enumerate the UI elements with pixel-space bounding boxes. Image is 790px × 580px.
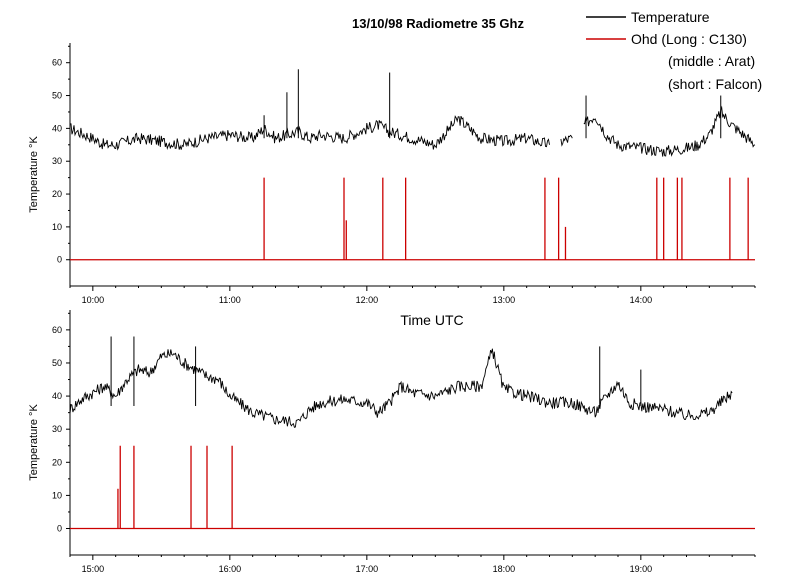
y-tick-label: 30 — [52, 156, 62, 166]
x-tick-label: 15:00 — [82, 564, 105, 574]
y-tick-label: 40 — [52, 391, 62, 401]
y-tick-label: 50 — [52, 358, 62, 368]
top-panel: 0 10 20 30 40 50 60 10:00 11:00 12:00 13:00 14:00 Te… — [28, 43, 756, 305]
x-axis-label: Time UTC — [400, 312, 463, 328]
y-tick-label: 0 — [57, 255, 62, 265]
legend-middle-label: (middle : Arat) — [668, 53, 755, 69]
temperature-series-line — [583, 105, 756, 157]
bottom-panel: 0 10 20 30 40 50 60 15:00 16:00 17:00 18:00 19:00 Te… — [28, 310, 756, 574]
legend-ohd-label: Ohd (Long : C130) — [631, 31, 747, 47]
legend-temperature-label: Temperature — [631, 9, 710, 25]
y-tick-label: 0 — [57, 524, 62, 534]
chart-title: 13/10/98 Radiometre 35 Ghz — [352, 16, 524, 31]
x-tick-label: 19:00 — [630, 564, 653, 574]
y-axis-label: Temperature °K — [28, 404, 40, 481]
x-tick-label: 10:00 — [82, 295, 105, 305]
y-tick-label: 60 — [52, 58, 62, 68]
temperature-series-line — [70, 115, 550, 151]
y-tick-label: 60 — [52, 325, 62, 335]
y-tick-label: 10 — [52, 490, 62, 500]
legend-short-label: (short : Falcon) — [668, 76, 762, 92]
x-tick-label: 16:00 — [219, 564, 242, 574]
x-tick-label: 11:00 — [219, 295, 241, 305]
y-tick-label: 50 — [52, 91, 62, 101]
temperature-series-line — [560, 134, 573, 147]
y-tick-label: 30 — [52, 424, 62, 434]
y-tick-label: 10 — [52, 222, 62, 232]
y-tick-label: 40 — [52, 123, 62, 133]
y-tick-label: 20 — [52, 189, 62, 199]
x-tick-label: 17:00 — [356, 564, 379, 574]
x-tick-label: 13:00 — [493, 295, 516, 305]
legend: Temperature Ohd (Long : C130) (middle : … — [586, 9, 762, 92]
x-tick-label: 18:00 — [493, 564, 516, 574]
y-tick-label: 20 — [52, 457, 62, 467]
x-tick-label: 12:00 — [356, 295, 379, 305]
y-axis-label: Temperature °K — [28, 136, 40, 213]
temperature-series-line — [69, 348, 733, 428]
x-tick-label: 14:00 — [630, 295, 653, 305]
